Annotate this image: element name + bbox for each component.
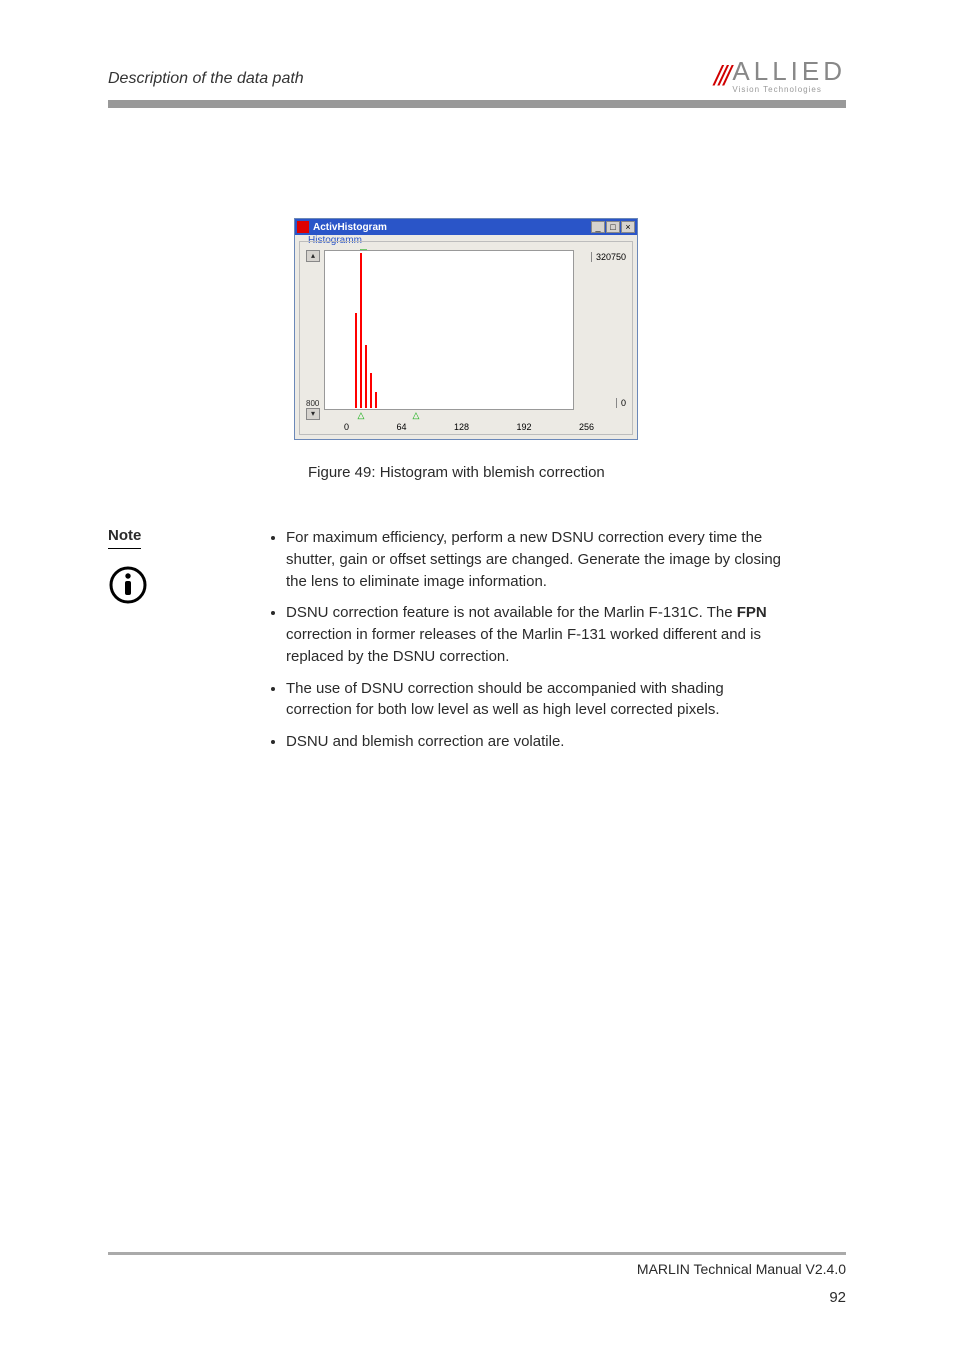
x-axis-ticks: 064128192256	[324, 420, 594, 432]
note-item: For maximum efficiency, perform a new DS…	[286, 527, 792, 592]
close-button[interactable]: ×	[621, 221, 635, 233]
y-spin-value: 800	[306, 399, 320, 408]
y-min-label: 0	[616, 398, 626, 408]
logo-sub-text: Vision Technologies	[732, 86, 846, 94]
note-list: For maximum efficiency, perform a new DS…	[222, 527, 792, 753]
figure-caption: Figure 49: Histogram with blemish correc…	[308, 464, 846, 481]
histogram-window: ActivHistogram _ □ × Histogramm ▴ ▽ 800 …	[294, 218, 638, 440]
maximize-button[interactable]: □	[606, 221, 620, 233]
info-icon	[108, 565, 178, 609]
note-item: The use of DSNU correction should be acc…	[286, 678, 792, 722]
x-tick-label: 128	[454, 422, 469, 432]
section-title: Description of the data path	[108, 70, 304, 94]
histogram-bar	[375, 392, 377, 408]
x-tick-label: 64	[396, 422, 406, 432]
note-label: Note	[108, 527, 141, 549]
logo: /// ALLIED Vision Technologies	[714, 58, 846, 94]
histogram-bar	[360, 253, 362, 408]
footer-rule	[108, 1252, 846, 1255]
window-titlebar: ActivHistogram _ □ ×	[295, 219, 637, 235]
histogram-plot	[324, 250, 574, 410]
logo-slashes-icon: ///	[714, 60, 728, 92]
note-item: DSNU and blemish correction are volatile…	[286, 731, 792, 753]
note-block: Note For maximum efficiency, perform a n…	[108, 527, 846, 763]
histogram-bar	[365, 345, 367, 408]
spin-down-button[interactable]: ▾	[306, 408, 320, 420]
footer-manual: MARLIN Technical Manual V2.4.0	[108, 1261, 846, 1277]
page-header: Description of the data path /// ALLIED …	[0, 0, 954, 94]
histogram-bar	[355, 313, 357, 408]
logo-main-text: ALLIED	[732, 58, 846, 84]
note-item: DSNU correction feature is not available…	[286, 602, 792, 667]
x-tick-label: 192	[516, 422, 531, 432]
x-tick-label: 0	[344, 422, 349, 432]
minimize-button[interactable]: _	[591, 221, 605, 233]
histogram-bar	[370, 373, 372, 408]
header-rule	[108, 100, 846, 108]
spin-up-button[interactable]: ▴	[306, 250, 320, 262]
fpn-bold: FPN	[737, 604, 767, 621]
window-title: ActivHistogram	[313, 222, 590, 233]
page-footer: MARLIN Technical Manual V2.4.0 92	[108, 1252, 846, 1306]
app-icon	[297, 221, 309, 233]
y-max-label: 320750	[591, 252, 626, 262]
page-number: 92	[108, 1289, 846, 1306]
